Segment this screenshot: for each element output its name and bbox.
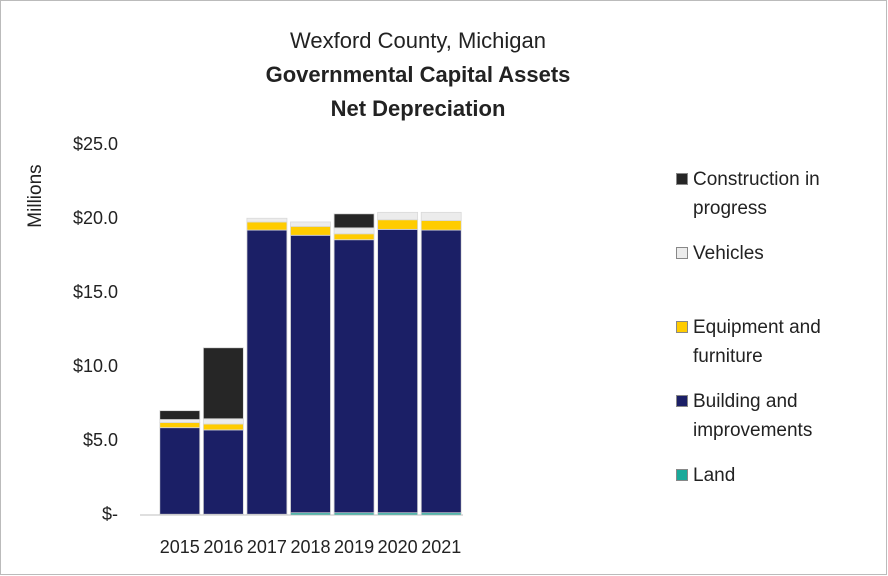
x-tick-label: 2021 <box>421 537 461 557</box>
y-tick-label: $10.0 <box>73 356 118 376</box>
bar-segment <box>420 220 462 231</box>
x-tick-label: 2016 <box>203 537 243 557</box>
bar-segment <box>246 229 288 515</box>
bar-segment <box>159 422 201 429</box>
bar-segment <box>420 211 462 221</box>
y-tick-label: $20.0 <box>73 208 118 228</box>
legend-label: Construction in progress <box>693 169 820 219</box>
y-tick-label: $- <box>102 504 118 524</box>
bar-segment <box>333 213 375 229</box>
legend: Construction in progress Vehicles Equipmen… <box>676 165 866 535</box>
bar-segment <box>159 427 201 515</box>
bar-segment <box>202 418 244 425</box>
y-tick-label: $5.0 <box>83 430 118 450</box>
bar-segment <box>159 419 201 423</box>
legend-item: Equipment and furniture <box>676 313 866 387</box>
legend-label: Building and improvements <box>693 391 813 441</box>
legend-swatch <box>676 469 688 481</box>
bar-segment <box>159 410 201 420</box>
chart-subtitle: Net Depreciation <box>331 96 506 121</box>
bar-segment <box>202 429 244 515</box>
legend-item: Building and improvements <box>676 387 866 461</box>
x-tick-label: 2017 <box>247 537 287 557</box>
legend-swatch <box>676 321 688 333</box>
bar-segment <box>246 221 288 231</box>
y-tick-label: $15.0 <box>73 282 118 302</box>
legend-swatch <box>676 395 688 407</box>
bar-segment <box>202 347 244 420</box>
y-axis-label: Millions <box>25 164 46 227</box>
bar-segment <box>377 211 419 221</box>
bar-segment <box>377 219 419 230</box>
bar-segment <box>290 234 331 514</box>
legend-swatch <box>676 247 688 259</box>
legend-item: Vehicles <box>676 239 866 313</box>
legend-label: Land <box>693 465 736 486</box>
chart-title: Wexford County, Michigan <box>290 28 546 53</box>
x-tick-label: 2019 <box>334 537 374 557</box>
bar-segment <box>290 221 331 227</box>
chart-subtitle: Governmental Capital Assets <box>266 62 571 87</box>
x-tick-label: 2015 <box>160 537 200 557</box>
bar-segment <box>420 229 462 514</box>
bar-segment <box>377 228 419 514</box>
bar-segment <box>202 423 244 431</box>
bar-segment <box>290 225 331 236</box>
bar-segment <box>333 233 375 241</box>
bar-segment <box>333 227 375 235</box>
x-tick-label: 2020 <box>378 537 418 557</box>
legend-item: Construction in progress <box>676 165 866 239</box>
bar-segment <box>333 239 375 514</box>
bar-segment <box>246 217 288 223</box>
legend-item: Land <box>676 461 866 535</box>
x-tick-label: 2018 <box>290 537 330 557</box>
legend-label: Vehicles <box>693 243 764 264</box>
y-tick-label: $25.0 <box>73 134 118 154</box>
legend-swatch <box>676 173 688 185</box>
legend-label: Equipment and furniture <box>693 317 821 367</box>
